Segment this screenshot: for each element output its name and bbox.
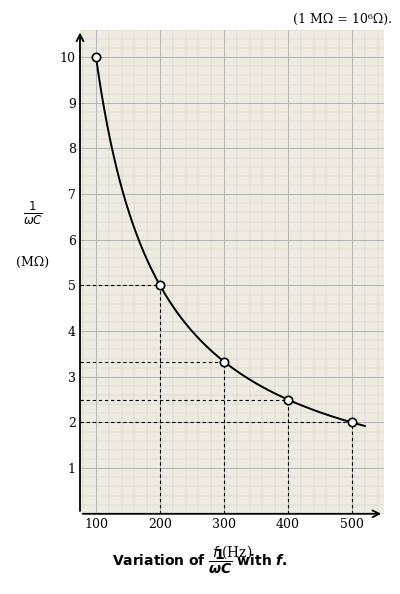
Text: $\mathbf{Variation\ of\ }\dfrac{\mathbf{1}}{\boldsymbol{\omega C}}\mathbf{\ with: $\mathbf{Variation\ of\ }\dfrac{\mathbf{… xyxy=(112,547,288,576)
Text: (1 MΩ = 10⁶Ω).: (1 MΩ = 10⁶Ω). xyxy=(293,13,392,26)
Text: (MΩ): (MΩ) xyxy=(16,255,50,268)
Text: $f$ (Hz): $f$ (Hz) xyxy=(212,543,252,561)
Text: $\frac{1}{\omega C}$: $\frac{1}{\omega C}$ xyxy=(23,200,43,228)
